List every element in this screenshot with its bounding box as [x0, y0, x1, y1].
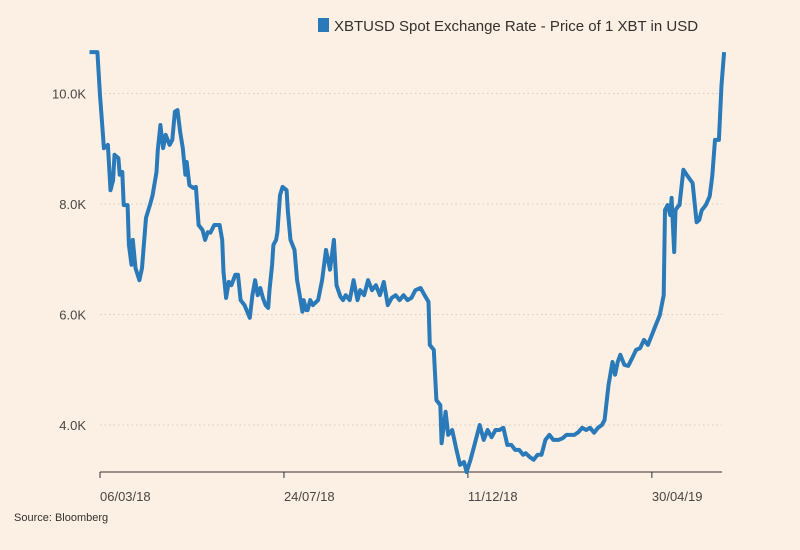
y-tick-label: 6.0K [59, 308, 86, 323]
source-note: Source: Bloomberg [14, 512, 108, 524]
x-tick-label: 06/03/18 [100, 489, 151, 504]
y-tick-label: 8.0K [59, 197, 86, 212]
y-tick-label: 10.0K [52, 87, 86, 102]
x-tick-label: 24/07/18 [284, 489, 335, 504]
x-tick-label: 11/12/18 [468, 489, 518, 504]
legend-label: XBTUSD Spot Exchange Rate - Price of 1 X… [334, 18, 698, 35]
x-tick-label: 30/04/19 [652, 489, 703, 504]
legend-swatch [318, 18, 329, 32]
series-line [89, 50, 727, 474]
y-tick-label: 4.0K [59, 418, 86, 433]
